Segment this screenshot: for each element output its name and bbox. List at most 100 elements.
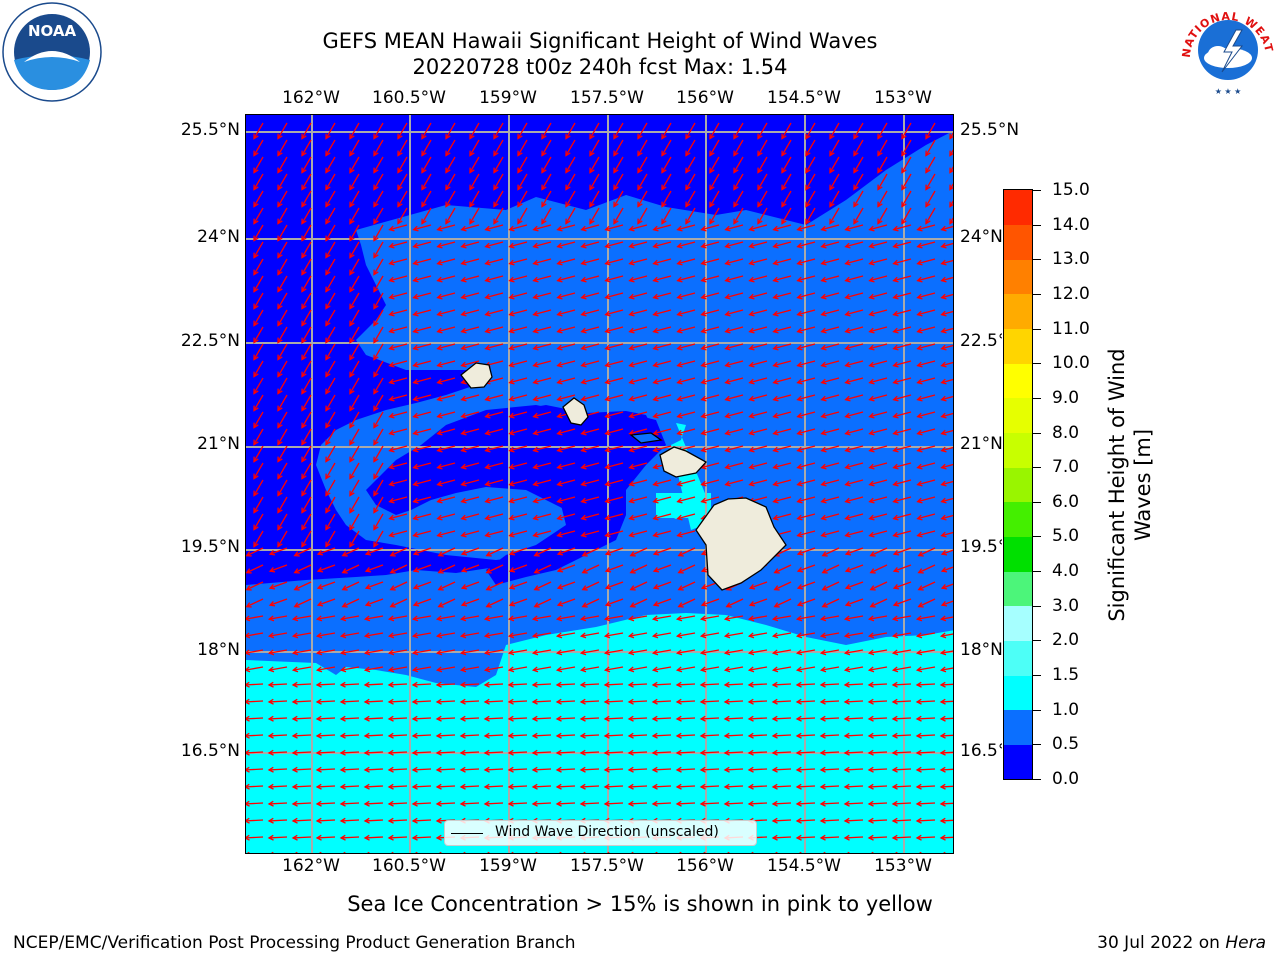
wind-wave-arrow <box>653 343 672 350</box>
wind-wave-arrowhead <box>699 749 706 756</box>
wind-wave-arrow <box>373 343 384 360</box>
wind-wave-arrowhead <box>301 354 307 361</box>
wind-wave-arrow <box>605 377 624 384</box>
wind-wave-arrow <box>413 564 432 572</box>
wind-wave-arrowhead <box>628 497 635 504</box>
wind-wave-arrowhead <box>484 225 491 232</box>
wind-wave-arrowhead <box>579 732 586 739</box>
wind-wave-arrowhead <box>532 378 539 385</box>
wind-wave-arrow <box>397 139 408 156</box>
wind-wave-arrowhead <box>387 834 394 841</box>
wind-wave-arrowhead <box>892 463 899 470</box>
wind-wave-arrowhead <box>349 473 355 480</box>
wind-wave-arrowhead <box>915 615 923 622</box>
wind-wave-arrow <box>781 139 792 156</box>
wind-wave-arrowhead <box>411 749 418 756</box>
wind-wave-arrow <box>613 139 624 156</box>
wind-wave-arrowhead <box>781 201 787 208</box>
wind-wave-arrowhead <box>820 378 827 385</box>
wind-wave-arrowhead <box>603 698 610 705</box>
wind-wave-arrowhead <box>603 715 610 722</box>
wind-wave-arrowhead <box>435 681 442 688</box>
wind-wave-arrow <box>565 173 576 190</box>
wind-wave-arrow <box>653 666 672 671</box>
wind-wave-arrowhead <box>531 749 538 756</box>
wind-wave-arrow <box>773 615 792 620</box>
wind-wave-arrowhead <box>483 615 491 622</box>
wind-wave-arrowhead <box>699 649 707 656</box>
wind-wave-arrowhead <box>843 715 850 722</box>
wind-wave-arrow <box>437 615 456 620</box>
colorbar <box>1003 189 1033 780</box>
wind-wave-arrow <box>413 462 432 469</box>
wind-wave-arrowhead <box>748 463 755 470</box>
wind-wave-arrow <box>508 802 528 805</box>
wind-wave-arrowhead <box>604 446 611 453</box>
wind-wave-arrowhead <box>459 698 466 705</box>
wind-wave-arrow <box>941 633 953 637</box>
wind-wave-arrowhead <box>805 133 811 140</box>
wind-wave-arrowhead <box>507 698 514 705</box>
wind-wave-arrowhead <box>579 666 587 673</box>
wind-wave-arrow <box>438 581 456 591</box>
wind-wave-arrow <box>325 377 336 394</box>
wind-wave-arrowhead <box>628 344 635 351</box>
wind-wave-arrow <box>893 564 912 572</box>
wind-wave-arrow <box>325 275 336 292</box>
wind-wave-arrow <box>325 241 336 258</box>
wind-wave-arrowhead <box>916 225 923 232</box>
wind-wave-arrow <box>604 768 624 771</box>
wind-wave-arrowhead <box>267 698 274 705</box>
wind-wave-arrow <box>797 377 816 384</box>
wind-wave-arrow <box>685 122 696 139</box>
wind-wave-arrow <box>292 802 312 805</box>
wind-wave-arrow <box>613 122 624 139</box>
wind-wave-arrowhead <box>916 242 923 249</box>
wind-wave-arrowhead <box>325 541 331 548</box>
wind-wave-arrow <box>581 292 600 299</box>
wind-wave-arrow <box>605 581 624 589</box>
wind-wave-arrowhead <box>532 463 539 470</box>
wind-wave-arrowhead <box>339 681 346 688</box>
wind-wave-arrowhead <box>757 133 763 140</box>
wind-wave-arrowhead <box>757 150 763 157</box>
wind-wave-arrowhead <box>724 480 731 487</box>
footer-credit: NCEP/EMC/Verification Post Processing Pr… <box>13 933 576 953</box>
wind-wave-arrowhead <box>661 184 667 191</box>
wind-wave-arrow <box>580 700 600 703</box>
wind-wave-arrow <box>325 445 336 462</box>
wind-wave-arrow <box>901 139 912 156</box>
wind-wave-arrowhead <box>868 361 875 368</box>
wind-wave-arrowhead <box>437 551 444 557</box>
wind-wave-arrow <box>781 190 792 207</box>
wind-wave-arrow <box>605 394 624 401</box>
wind-wave-arrowhead <box>603 783 610 790</box>
wind-wave-arrowhead <box>316 566 324 573</box>
wind-wave-arrow <box>869 513 888 520</box>
wind-wave-arrowhead <box>349 507 355 514</box>
wind-wave-arrowhead <box>867 817 874 824</box>
wind-wave-arrowhead <box>772 480 779 487</box>
wind-wave-arrowhead <box>363 681 370 688</box>
lat-label-right: 25.5°N <box>960 120 1020 140</box>
wind-wave-arrow <box>653 258 672 265</box>
wind-wave-arrowhead <box>483 749 490 756</box>
wind-wave-arrow <box>246 751 264 754</box>
wind-wave-arrow <box>413 445 432 452</box>
wind-wave-arrow <box>605 530 624 537</box>
wind-wave-arrow <box>918 547 936 557</box>
wind-wave-arrow <box>317 598 336 606</box>
wind-wave-arrowhead <box>315 649 323 656</box>
wind-wave-arrowhead <box>627 615 635 622</box>
wind-wave-arrowhead <box>246 817 250 824</box>
wind-wave-arrow <box>301 343 312 360</box>
wind-wave-arrowhead <box>915 817 922 824</box>
wind-wave-arrow <box>605 513 624 520</box>
wind-wave-arrowhead <box>676 225 683 232</box>
wind-wave-arrow <box>652 751 672 754</box>
wind-wave-arrow <box>325 360 336 377</box>
wind-wave-arrow <box>773 394 792 401</box>
wind-wave-arrow <box>805 173 816 190</box>
wind-wave-arrowhead <box>484 242 491 249</box>
wind-wave-arrow <box>556 768 576 771</box>
